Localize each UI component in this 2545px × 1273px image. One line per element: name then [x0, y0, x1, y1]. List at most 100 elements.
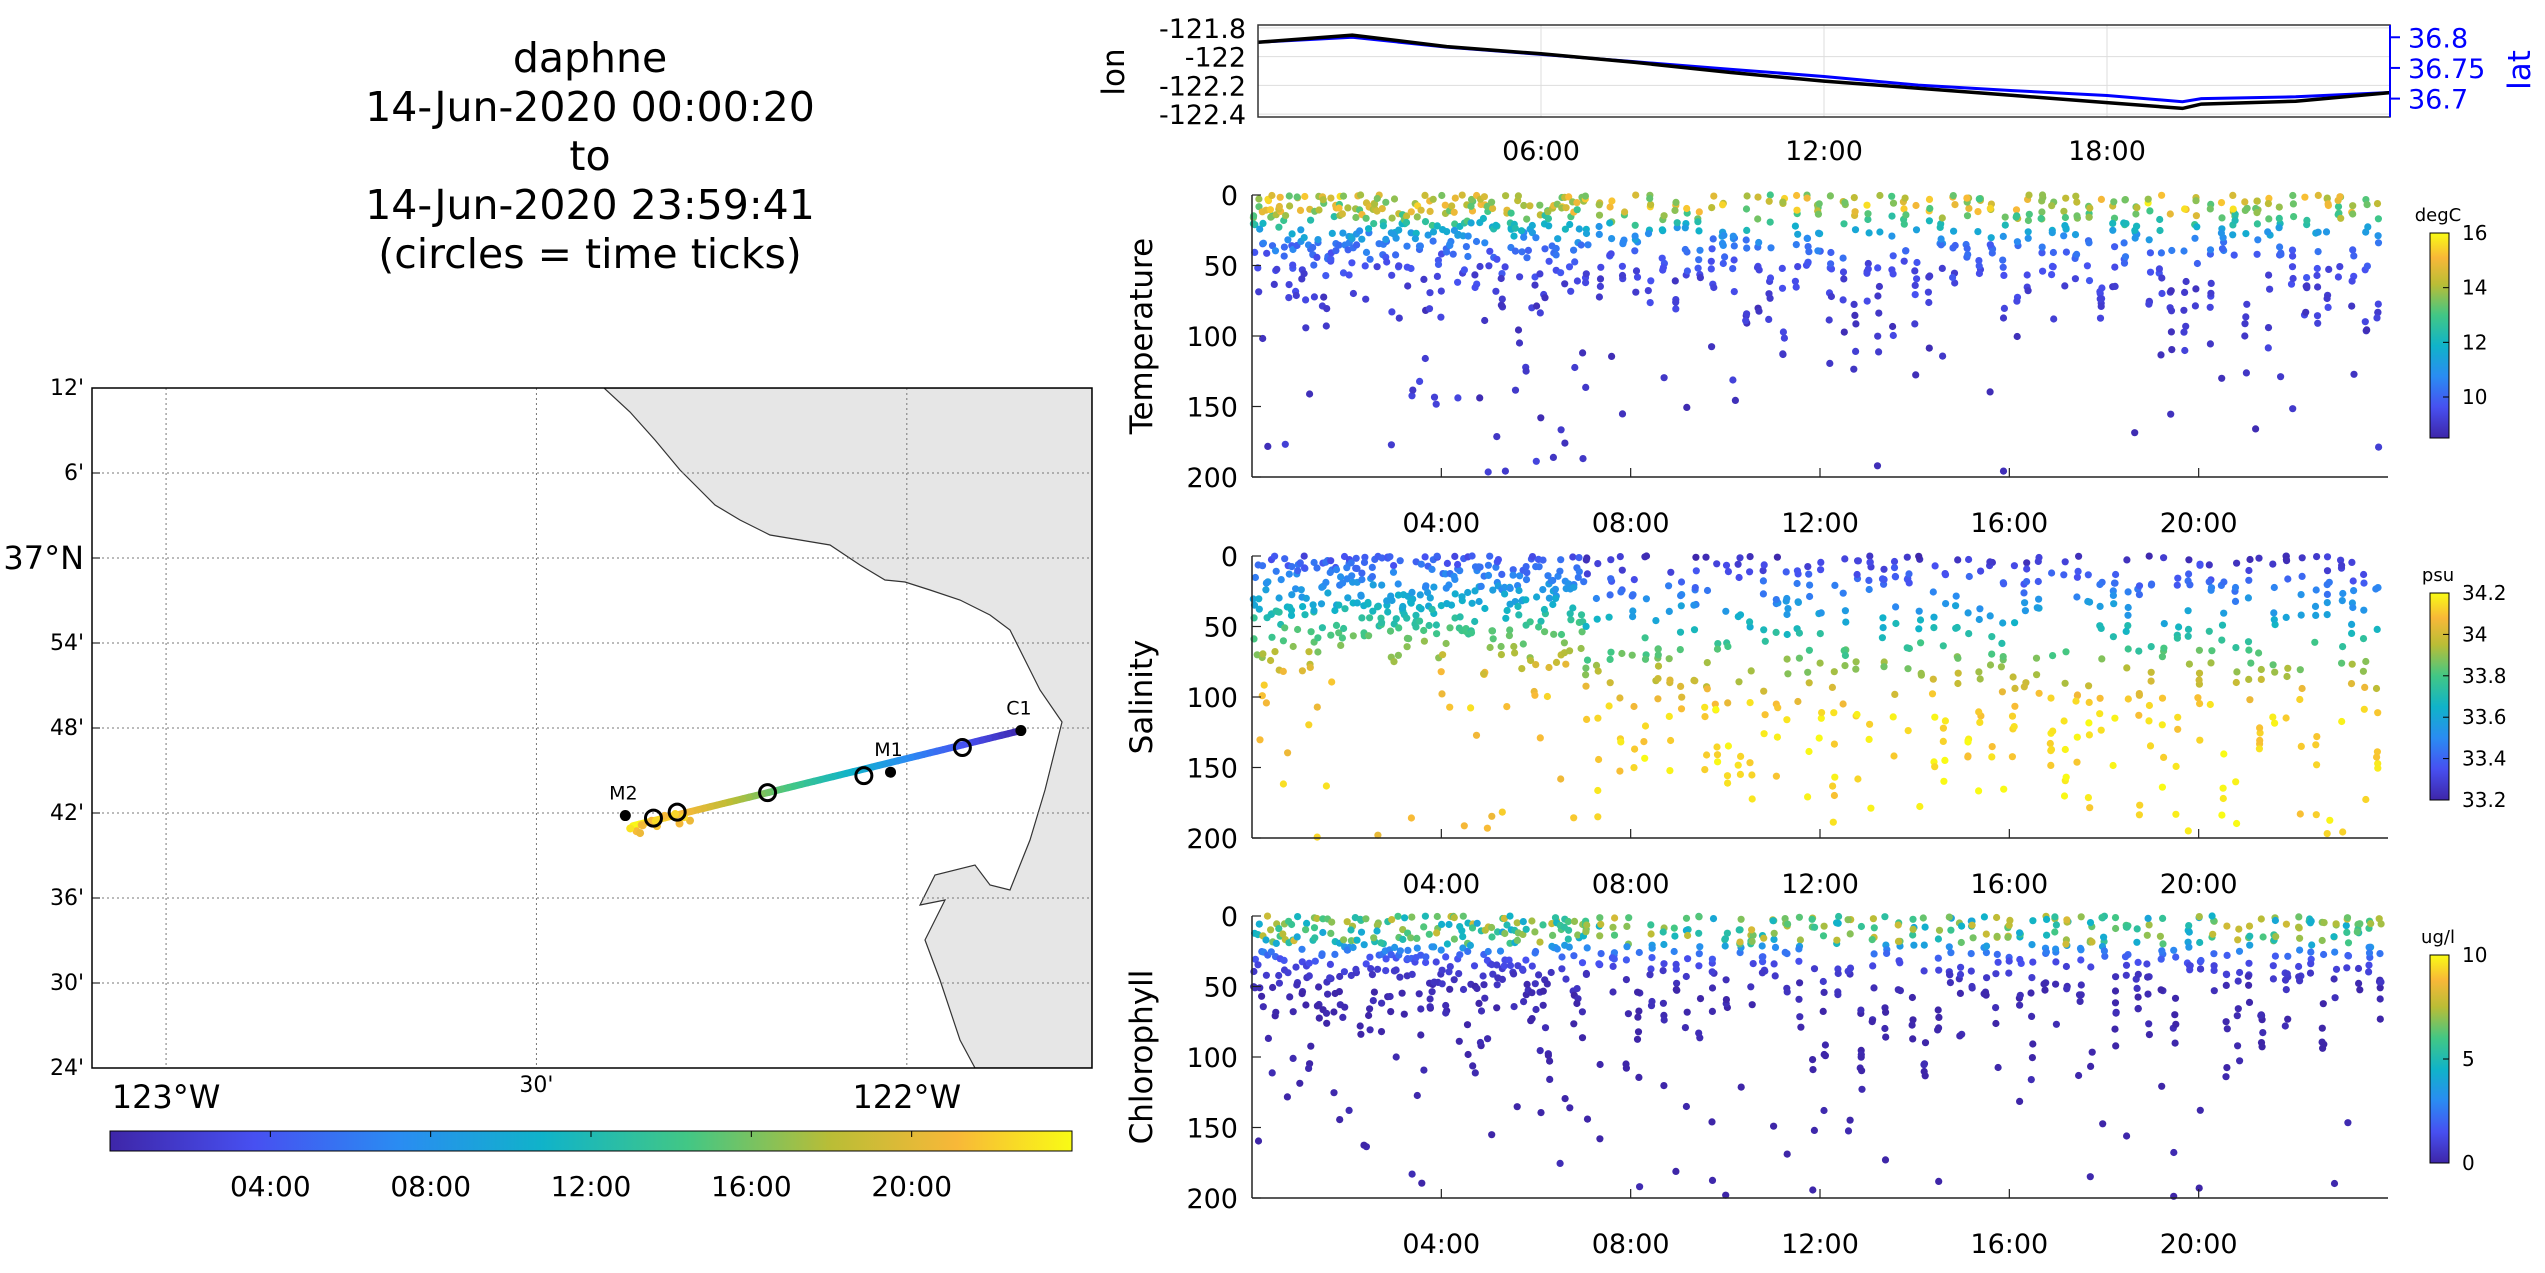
scatter-point	[2367, 920, 2375, 928]
scatter-point	[1889, 331, 1897, 340]
scatter-point	[2005, 957, 2013, 965]
scatter-point	[2170, 1192, 2178, 1200]
scatter-point	[2376, 995, 2384, 1003]
scatter-point	[1760, 561, 1768, 569]
scatter-point	[1433, 929, 1441, 937]
scatter-point	[1917, 639, 1925, 647]
scatter-point	[1314, 236, 1322, 244]
scatter-point	[1275, 594, 1283, 602]
scatter-point	[1682, 914, 1691, 922]
scatter-point	[1701, 703, 1709, 711]
lat-axis-title: lat	[2502, 50, 2538, 90]
scatter-point	[1993, 913, 2001, 922]
scatter-point	[2123, 664, 2131, 672]
scatter-point	[1446, 963, 1454, 971]
scatter-point	[1631, 247, 1639, 255]
scatter-point	[1307, 628, 1315, 636]
scatter-point	[1965, 555, 1973, 564]
scatter-point	[1646, 971, 1654, 979]
scatter-point	[1486, 247, 1494, 255]
scatter-point	[1389, 568, 1398, 576]
scatter-point	[2086, 598, 2094, 606]
scatter-point	[2123, 1132, 2131, 1140]
scatter-point	[1952, 592, 1960, 600]
scatter-point	[1417, 560, 1425, 568]
scatter-point	[1851, 226, 1860, 234]
scatter-point	[2217, 199, 2226, 207]
scatter-point	[2145, 921, 2153, 929]
scatter-point	[1676, 646, 1684, 654]
scatter-point	[2028, 1012, 2036, 1021]
scatter-point	[2206, 700, 2214, 709]
scatter-point	[1335, 988, 1343, 996]
scatter-point	[1796, 936, 1804, 944]
scatter-point	[1360, 941, 1368, 949]
scatter-point	[1594, 560, 1602, 568]
scatter-point	[1378, 554, 1386, 562]
scatter-point	[1249, 220, 1257, 228]
scatter-point	[1514, 326, 1523, 334]
scatter-point	[1255, 595, 1263, 603]
scatter-point	[1825, 316, 1833, 324]
scatter-point	[1374, 831, 1382, 839]
scatter-point	[2032, 654, 2041, 662]
scatter-point	[1310, 293, 1318, 301]
scatter-point	[1829, 782, 1837, 790]
scatter-point	[2110, 600, 2118, 608]
scatter-point	[1297, 226, 1305, 234]
scatter-point	[1497, 651, 1505, 659]
scatter-point	[2253, 220, 2261, 228]
scatter-point	[1292, 963, 1300, 971]
scatter-point	[1854, 775, 1862, 783]
scatter-point	[2191, 302, 2199, 310]
scatter-point	[1413, 213, 1421, 221]
scatter-point	[2223, 951, 2231, 960]
scatter-point	[1660, 374, 1668, 382]
scatter-point	[1383, 258, 1391, 266]
scatter-point	[2245, 646, 2253, 654]
scatter-point	[2073, 573, 2081, 581]
scatter-point	[2259, 933, 2267, 941]
scatter-point	[1582, 556, 1590, 564]
scatter-point	[2331, 948, 2339, 956]
scatter-point	[2348, 660, 2356, 668]
scatter-point	[2207, 659, 2215, 667]
scatter-point	[2047, 761, 2055, 770]
scatter-point	[1347, 559, 1355, 567]
y-tick-label: 200	[1186, 463, 1238, 494]
scatter-point	[1501, 467, 1509, 475]
chlorophyll-colorbar-unit: ug/l	[2421, 927, 2455, 948]
scatter-point	[2196, 561, 2204, 569]
scatter-point	[1759, 577, 1767, 585]
scatter-point	[2061, 558, 2069, 566]
scatter-point	[1451, 590, 1459, 598]
scatter-point	[1327, 194, 1335, 202]
scatter-point	[2077, 981, 2085, 989]
scatter-point	[1500, 914, 1508, 923]
scatter-point	[2374, 709, 2382, 717]
scatter-point	[1407, 598, 1415, 606]
scatter-point	[1565, 193, 1573, 201]
scatter-point	[1307, 1042, 1315, 1050]
scatter-point	[1286, 202, 1294, 210]
scatter-point	[1417, 1005, 1425, 1013]
scatter-point	[2097, 726, 2105, 734]
scatter-point	[2220, 609, 2228, 617]
map-panel: 12'6'37°N54'48'42'36'30'24'123°W 30' 122°W…	[3, 376, 1093, 1203]
scatter-point	[1517, 227, 1526, 235]
scatter-point	[1986, 558, 1994, 566]
scatter-point	[1999, 653, 2007, 661]
scatter-point	[1783, 655, 1791, 663]
scatter-point	[1267, 213, 1275, 221]
scatter-point	[1606, 679, 1614, 687]
scatter-point	[1458, 191, 1466, 199]
scatter-point	[1496, 947, 1505, 955]
salinity-colorbar	[2429, 592, 2450, 801]
scatter-point	[1384, 608, 1392, 616]
scatter-point	[2192, 197, 2200, 205]
scatter-point	[2284, 664, 2292, 672]
scatter-point	[2192, 212, 2200, 220]
scatter-point	[2372, 585, 2380, 593]
scatter-point	[1594, 786, 1602, 795]
scatter-point	[2298, 684, 2306, 693]
